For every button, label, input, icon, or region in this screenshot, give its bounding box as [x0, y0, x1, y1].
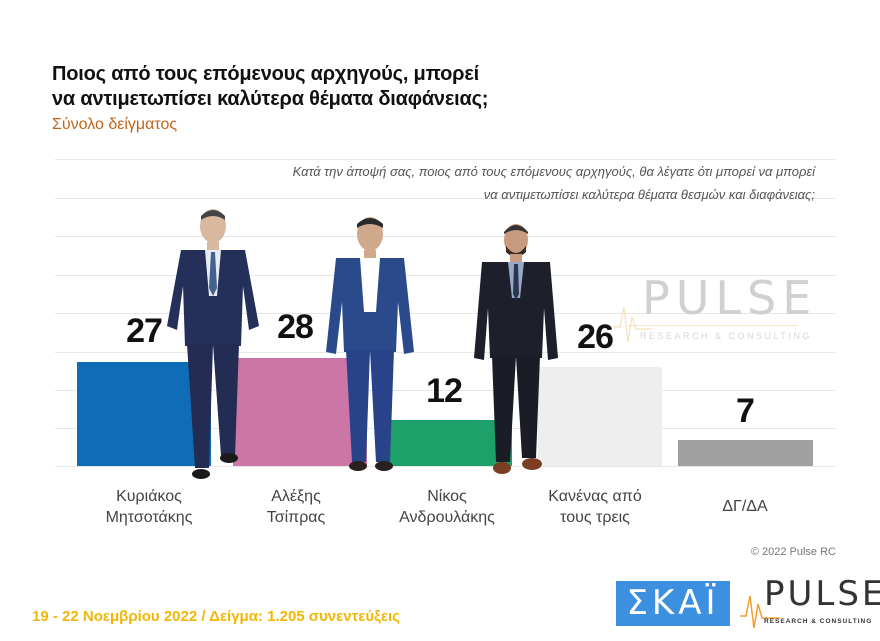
- pulse-logo: PULSE RESEARCH & CONSULTING: [740, 574, 880, 630]
- watermark-brand: PULSE: [642, 271, 818, 325]
- chart-subtitle: Σύνολο δείγματος: [52, 116, 178, 133]
- bar-none: [538, 367, 662, 466]
- gridline: [55, 390, 835, 391]
- bar-tsipras: [233, 358, 367, 466]
- category-label-dk-na: ΔΓ/ΔΑ: [722, 498, 768, 515]
- survey-question-line1: Κατά την άποψή σας, ποιος από τους επόμε…: [292, 164, 815, 179]
- value-label-dk-na: 7: [736, 392, 755, 430]
- watermark-tagline: RESEARCH & CONSULTING: [640, 331, 812, 341]
- watermark-line: [628, 325, 798, 326]
- person-tsipras-photo: [326, 217, 414, 471]
- value-label-none: 26: [577, 318, 614, 356]
- gridline: [55, 275, 835, 276]
- person-androulakis-photo: [474, 224, 558, 474]
- gridline: [55, 159, 835, 160]
- gridline: [55, 466, 835, 467]
- gridline: [55, 313, 835, 314]
- chart-title: Ποιος από τους επόμενους αρχηγούς, μπορε…: [52, 62, 572, 112]
- survey-question: Κατά την άποψή σας, ποιος από τους επόμε…: [195, 160, 815, 206]
- bar-dk-na: [678, 440, 813, 466]
- chart-title-line2: να αντιμετωπίσει καλύτερα θέματα διαφάνε…: [52, 88, 489, 110]
- bar-androulakis: [381, 420, 512, 466]
- copyright-notice: © 2022 Pulse RC: [750, 546, 836, 558]
- bar-mitsotakis: [77, 362, 211, 466]
- category-label-androulakis: Νίκος Ανδρουλάκης: [399, 488, 495, 526]
- value-label-mitsotakis: 27: [126, 312, 163, 350]
- skai-logo: ΣΚΑΪ: [616, 581, 730, 626]
- category-label-mitsotakis: Κυριάκος Μητσοτάκης: [105, 488, 193, 526]
- pulse-logo-text: PULSE: [764, 574, 880, 614]
- gridline: [55, 352, 835, 353]
- gridline: [55, 236, 835, 237]
- survey-question-line2: να αντιμετωπίσει καλύτερα θέματα θεσμών …: [483, 187, 815, 202]
- category-label-tsipras: Αλέξης Τσίπρας: [266, 488, 326, 526]
- pulse-heartbeat-icon: [740, 595, 780, 629]
- value-label-tsipras: 28: [277, 308, 314, 346]
- gridline: [55, 198, 835, 199]
- fieldwork-info: 19 - 22 Νοεμβρίου 2022 / Δείγμα: 1.205 σ…: [32, 608, 400, 625]
- value-label-androulakis: 12: [426, 372, 463, 410]
- chart-title-line1: Ποιος από τους επόμενους αρχηγούς, μπορε…: [52, 63, 479, 85]
- category-label-none: Κανένας από τους τρεις: [548, 488, 642, 526]
- person-mitsotakis-photo: [167, 209, 259, 479]
- pulse-heartbeat-icon: [612, 306, 652, 343]
- pulse-logo-tagline: RESEARCH & CONSULTING: [764, 618, 873, 625]
- pulse-watermark: PULSE RESEARCH & CONSULTING: [612, 271, 812, 347]
